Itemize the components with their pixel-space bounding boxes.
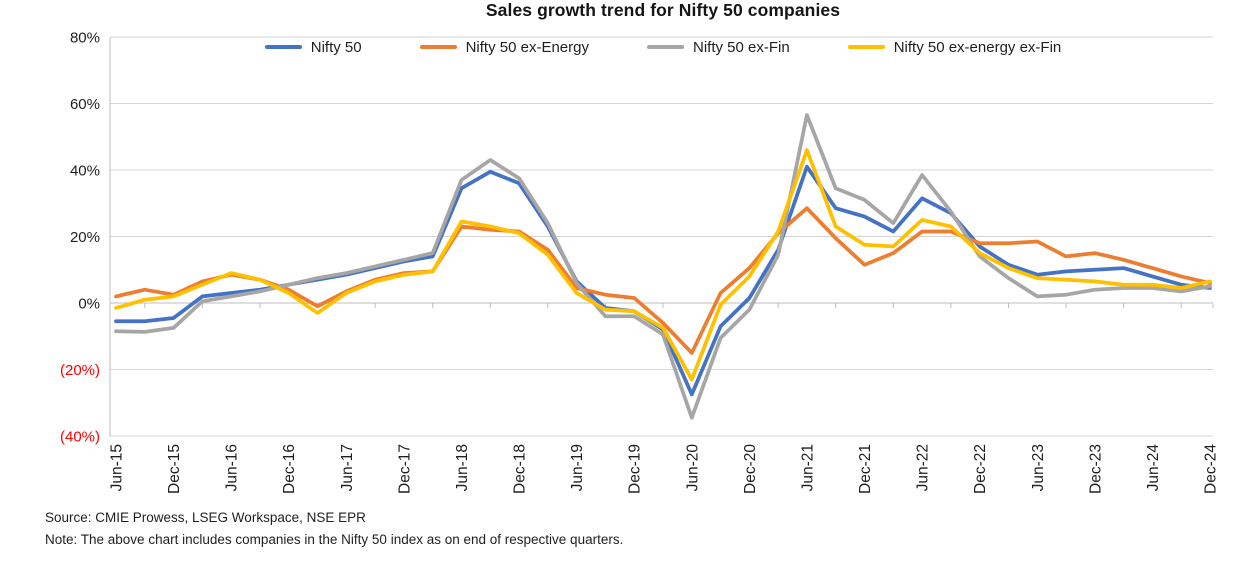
x-axis-label: Dec-18 — [512, 444, 529, 494]
x-axis-label: Dec-24 — [1203, 444, 1220, 494]
legend-label: Nifty 50 ex-Fin — [692, 38, 790, 56]
source-text: Source: CMIE Prowess, LSEG Workspace, NS… — [45, 510, 366, 525]
series-line-nifty-50-ex-fin — [114, 113, 1212, 420]
series-line-nifty-50 — [114, 164, 1212, 397]
y-axis-label: (20%) — [60, 362, 100, 379]
y-axis-label: 20% — [70, 229, 100, 246]
x-axis-label: Jun-23 — [1030, 444, 1047, 491]
legend-item: Nifty 50 — [264, 38, 362, 56]
x-axis-label: Dec-20 — [742, 444, 759, 494]
x-axis-label: Jun-20 — [684, 444, 701, 492]
x-axis-label: Dec-19 — [627, 444, 644, 494]
chart-footer: Source: CMIE Prowess, LSEG Workspace, NS… — [45, 507, 1195, 551]
y-axis-label: 60% — [70, 96, 100, 113]
legend-line-swatch — [264, 45, 302, 49]
x-axis-label: Dec-17 — [396, 444, 413, 494]
legend-label: Nifty 50 — [310, 38, 362, 56]
x-axis-label: Jun-16 — [224, 444, 241, 491]
x-axis-label: Dec-21 — [857, 444, 874, 494]
legend-item: Nifty 50 ex-Fin — [646, 38, 790, 56]
legend-item: Nifty 50 ex-energy ex-Fin — [847, 38, 1062, 56]
y-axis-label: 80% — [70, 30, 100, 47]
legend-label: Nifty 50 ex-Energy — [465, 38, 589, 56]
legend-line-swatch — [646, 45, 684, 49]
y-axis-label: 0% — [78, 296, 100, 313]
x-axis-label: Dec-16 — [281, 444, 298, 494]
chart-title: Sales growth trend for Nifty 50 companie… — [485, 0, 841, 20]
legend-line-swatch — [419, 45, 457, 49]
x-axis-label: Jun-21 — [799, 444, 816, 491]
x-axis-label: Dec-22 — [972, 444, 989, 494]
x-axis-label: Dec-15 — [166, 444, 183, 494]
series-line-nifty-50-ex-energy — [114, 206, 1212, 355]
x-axis-label: Jun-15 — [109, 444, 126, 491]
series-line-nifty-50-ex-energy-ex-fin — [114, 148, 1212, 382]
x-axis-label: Jun-24 — [1145, 444, 1162, 492]
note-text: Note: The above chart includes companies… — [45, 532, 624, 547]
x-axis-label: Jun-22 — [915, 444, 932, 491]
y-axis-label: (40%) — [60, 429, 100, 446]
legend-line-swatch — [847, 45, 885, 49]
x-axis-label: Jun-18 — [454, 444, 471, 491]
x-axis-label: Dec-23 — [1087, 444, 1104, 494]
x-axis-label: Jun-17 — [339, 444, 356, 491]
legend-item: Nifty 50 ex-Energy — [419, 38, 589, 56]
legend-label: Nifty 50 ex-energy ex-Fin — [893, 38, 1062, 56]
y-axis-label: 40% — [70, 163, 100, 180]
x-axis-label: Jun-19 — [569, 444, 586, 491]
chart-legend: Nifty 50 Nifty 50 ex-Energy Nifty 50 ex-Fi… — [110, 38, 1216, 56]
